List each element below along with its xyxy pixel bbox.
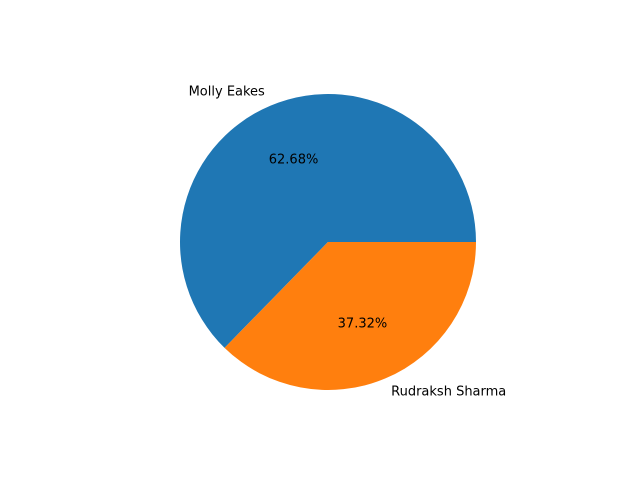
labels-layer: Molly Eakes 62.68% Rudraksh Sharma 37.32% xyxy=(189,84,507,399)
slices-layer xyxy=(180,94,476,390)
pie-slice-rudraksh-sharma xyxy=(224,242,476,390)
slice-label-molly-eakes: Molly Eakes xyxy=(189,84,265,99)
percent-label-molly-eakes: 62.68% xyxy=(269,153,319,168)
slice-label-rudraksh-sharma: Rudraksh Sharma xyxy=(391,385,506,400)
pie-slice-molly-eakes xyxy=(180,94,476,348)
percent-label-rudraksh-sharma: 37.32% xyxy=(338,316,388,331)
